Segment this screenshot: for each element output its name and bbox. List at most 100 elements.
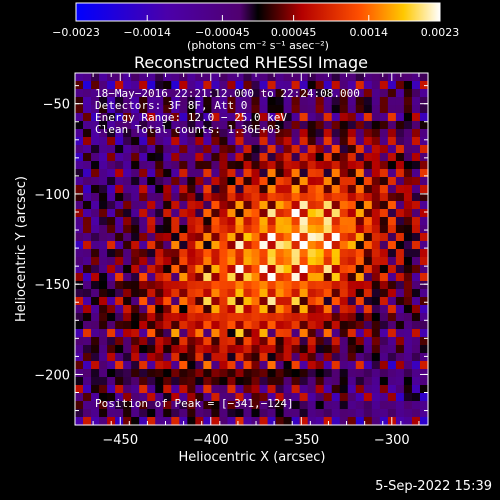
heatmap-cell	[363, 177, 373, 186]
heatmap-cell	[411, 217, 421, 226]
heatmap-cell	[267, 121, 277, 130]
heatmap-cell	[363, 161, 373, 170]
heatmap-cell	[171, 257, 180, 266]
heatmap-cell	[291, 89, 301, 98]
heatmap-cell	[155, 281, 164, 290]
heatmap-cell	[203, 233, 212, 242]
heatmap-cell	[83, 401, 92, 410]
heatmap-cell	[203, 105, 212, 114]
heatmap-cell	[339, 361, 349, 370]
heatmap-cell	[275, 89, 285, 98]
heatmap-cell	[411, 169, 421, 178]
heatmap-cell	[107, 217, 116, 226]
heatmap-cell	[267, 353, 277, 362]
heatmap-cell	[91, 89, 100, 98]
heatmap-cell	[163, 145, 172, 154]
heatmap-cell	[115, 185, 124, 194]
heatmap-cell	[75, 145, 84, 154]
heatmap-cell	[355, 385, 365, 394]
heatmap-cell	[371, 377, 381, 386]
heatmap-cell	[75, 105, 84, 114]
heatmap-cell	[123, 353, 132, 362]
heatmap-cell	[339, 297, 349, 306]
heatmap-cell	[179, 393, 188, 402]
heatmap-cell	[139, 369, 148, 378]
heatmap-cell	[347, 177, 357, 186]
heatmap-cell	[171, 289, 180, 298]
heatmap-cell	[99, 201, 108, 210]
heatmap-cell	[419, 105, 429, 114]
heatmap-cell	[187, 289, 196, 298]
heatmap-cell	[347, 417, 357, 426]
heatmap-cell	[163, 185, 172, 194]
heatmap-cell	[403, 329, 413, 338]
heatmap-cell	[251, 385, 261, 394]
heatmap-cell	[115, 329, 124, 338]
heatmap-cell	[323, 217, 333, 226]
heatmap-cell	[251, 169, 261, 178]
heatmap-cell	[195, 97, 204, 106]
heatmap-cell	[331, 265, 341, 274]
heatmap-cell	[379, 161, 389, 170]
heatmap-cell	[147, 321, 156, 330]
heatmap-cell	[315, 217, 325, 226]
heatmap-cell	[155, 313, 164, 322]
heatmap-cell	[235, 177, 245, 186]
heatmap-cell	[147, 153, 156, 162]
heatmap-cell	[355, 97, 365, 106]
heatmap-cell	[299, 265, 309, 274]
heatmap-cell	[363, 137, 373, 146]
heatmap-cell	[75, 217, 84, 226]
heatmap-cell	[115, 305, 124, 314]
heatmap-cell	[219, 201, 229, 210]
heatmap-cell	[379, 73, 389, 82]
heatmap-cell	[363, 113, 373, 122]
heatmap-cell	[371, 385, 381, 394]
heatmap-cell	[363, 153, 373, 162]
heatmap-cell	[315, 289, 325, 298]
heatmap-cell	[355, 89, 365, 98]
heatmap-cell	[411, 73, 421, 82]
heatmap-cell	[371, 97, 381, 106]
heatmap-cell	[155, 393, 164, 402]
heatmap-cell	[331, 209, 341, 218]
heatmap-cell	[315, 273, 325, 282]
heatmap-cell	[315, 153, 325, 162]
heatmap-cell	[315, 73, 325, 82]
heatmap-cell	[155, 105, 164, 114]
heatmap-cell	[75, 177, 84, 186]
heatmap-cell	[187, 97, 196, 106]
heatmap-cell	[315, 121, 325, 130]
heatmap-cell	[355, 329, 365, 338]
heatmap-cell	[107, 153, 116, 162]
heatmap-cell	[323, 409, 333, 418]
heatmap-cell	[251, 177, 261, 186]
heatmap-cell	[83, 209, 92, 218]
heatmap-cell	[75, 249, 84, 258]
heatmap-cell	[331, 113, 341, 122]
heatmap-cell	[291, 185, 301, 194]
heatmap-cell	[371, 281, 381, 290]
heatmap-cell	[235, 225, 245, 234]
heatmap-cell	[283, 409, 293, 418]
heatmap-cell	[395, 337, 405, 346]
heatmap-cell	[323, 193, 333, 202]
heatmap-cell	[131, 249, 140, 258]
heatmap-cell	[347, 225, 357, 234]
heatmap-cell	[411, 233, 421, 242]
heatmap-cell	[299, 121, 309, 130]
heatmap-cell	[355, 353, 365, 362]
heatmap-cell	[331, 313, 341, 322]
heatmap-cell	[203, 249, 212, 258]
heatmap-cell	[115, 401, 124, 410]
heatmap-cell	[315, 401, 325, 410]
heatmap-cell	[139, 289, 148, 298]
heatmap-cell	[331, 281, 341, 290]
heatmap-cell	[139, 113, 148, 122]
heatmap-cell	[211, 353, 221, 362]
heatmap-cell	[275, 385, 285, 394]
heatmap-cell	[291, 201, 301, 210]
heatmap-cell	[291, 257, 301, 266]
heatmap-cell	[395, 321, 405, 330]
heatmap-cell	[235, 337, 245, 346]
